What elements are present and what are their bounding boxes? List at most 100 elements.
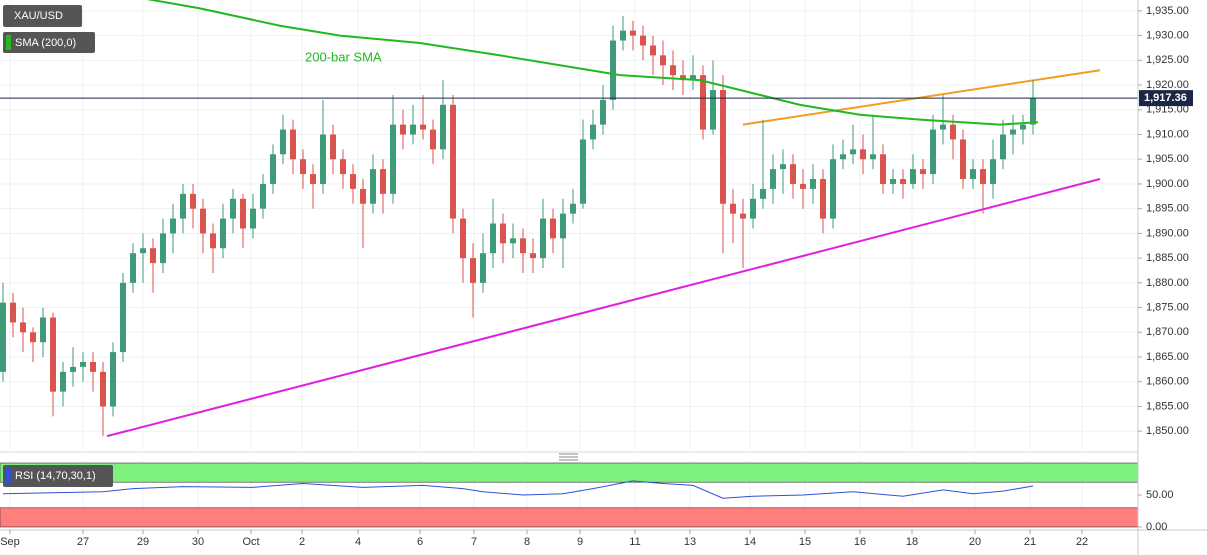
candle-body xyxy=(450,104,456,219)
candle-body xyxy=(130,253,136,283)
sma-legend[interactable]: SMA (200,0) xyxy=(3,32,95,53)
y-tick-label: 1,925.00 xyxy=(1146,54,1189,66)
candle-body xyxy=(590,124,596,140)
candle-body xyxy=(790,164,796,184)
candle-body xyxy=(550,218,556,239)
x-tick-label: Sep xyxy=(0,536,20,548)
candle-body xyxy=(430,129,436,150)
candle-body xyxy=(90,361,96,372)
candle-body xyxy=(40,317,46,343)
y-tick-label: 1,930.00 xyxy=(1146,30,1189,42)
candle-body xyxy=(970,169,976,180)
candle-body xyxy=(410,124,416,135)
y-tick-label: 1,850.00 xyxy=(1146,425,1189,437)
candle-body xyxy=(220,218,226,249)
candle-body xyxy=(0,302,6,372)
y-tick-label: 1,895.00 xyxy=(1146,203,1189,215)
candle-body xyxy=(330,134,336,160)
candle-body xyxy=(640,35,646,46)
candle-body xyxy=(600,99,606,125)
candle-body xyxy=(620,30,626,41)
candle-body xyxy=(120,282,126,353)
rsi-panel xyxy=(0,462,1139,528)
x-tick-label: 2 xyxy=(299,536,305,548)
symbol-legend[interactable]: XAU/USD xyxy=(3,5,82,27)
candle-body xyxy=(980,169,986,184)
x-tick-label: 27 xyxy=(77,536,89,548)
rsi-y-tick-label: 0.00 xyxy=(1146,521,1167,533)
candle-body xyxy=(470,258,476,283)
candle-body xyxy=(1030,98,1036,125)
candle-body xyxy=(630,30,636,36)
candle-body xyxy=(230,198,236,219)
y-tick-label: 1,890.00 xyxy=(1146,227,1189,239)
candle-body xyxy=(920,169,926,175)
candle-body xyxy=(960,139,966,180)
last-price-box xyxy=(1139,90,1193,107)
y-tick-label: 1,915.00 xyxy=(1146,104,1189,116)
x-tick-label: 7 xyxy=(471,536,477,548)
candle-body xyxy=(900,179,906,184)
rsi-legend[interactable]: RSI (14,70,30,1) xyxy=(3,465,113,487)
candle-body xyxy=(320,134,326,184)
candle-body xyxy=(360,188,366,204)
candle-body xyxy=(880,154,886,184)
candle-body xyxy=(370,169,376,204)
rsi-band xyxy=(0,462,1139,483)
candle-body xyxy=(870,154,876,160)
last-price-label: 1,917.36 xyxy=(1144,92,1187,104)
x-tick-label: 20 xyxy=(969,536,981,548)
annotation: 200-bar SMA xyxy=(305,49,382,64)
y-tick-label: 1,875.00 xyxy=(1146,301,1189,313)
x-tick-label: 21 xyxy=(1024,536,1036,548)
y-tick-label: 1,910.00 xyxy=(1146,128,1189,140)
y-tick-label: 1,870.00 xyxy=(1146,326,1189,338)
sma-line xyxy=(146,0,1039,126)
candle-body xyxy=(890,179,896,184)
x-tick-label: 4 xyxy=(355,536,361,548)
candle-body xyxy=(110,352,116,407)
candle-body xyxy=(660,55,666,66)
candle-body xyxy=(80,361,86,367)
candle-body xyxy=(610,40,616,100)
candle-body xyxy=(500,223,506,244)
candle-body xyxy=(510,238,516,244)
candle-body xyxy=(700,75,706,130)
candle-body xyxy=(930,129,936,175)
candle-body xyxy=(990,159,996,184)
x-tick-label: 14 xyxy=(744,536,756,548)
candle-body xyxy=(750,198,756,219)
candle-body xyxy=(150,248,156,264)
price-panel xyxy=(0,0,1138,438)
x-tick-label: 30 xyxy=(192,536,204,548)
candle-body xyxy=(710,90,716,130)
candle-body xyxy=(250,208,256,229)
candle-body xyxy=(350,174,356,189)
candle-body xyxy=(460,218,466,259)
candle-body xyxy=(910,169,916,184)
candle-body xyxy=(440,104,446,150)
y-tick-label: 1,880.00 xyxy=(1146,277,1189,289)
x-tick-label: 18 xyxy=(906,536,918,548)
candle-body xyxy=(820,179,826,219)
candle-body xyxy=(740,213,746,219)
candle-body xyxy=(490,223,496,254)
candle-body xyxy=(270,154,276,184)
candle-body xyxy=(480,253,486,283)
y-tick-label: 1,920.00 xyxy=(1146,79,1189,91)
candle-body xyxy=(680,75,686,81)
candle-body xyxy=(530,253,536,259)
candle-body xyxy=(1000,134,1006,160)
rsi-line xyxy=(2,480,1034,499)
candle-body xyxy=(10,302,16,323)
candle-body xyxy=(380,169,386,194)
candle-body xyxy=(690,75,696,81)
candle-body xyxy=(180,193,186,219)
candle-body xyxy=(300,159,306,175)
candle-body xyxy=(860,149,866,160)
candle-body xyxy=(780,164,786,170)
resize-grip[interactable] xyxy=(559,453,578,461)
candle-body xyxy=(850,149,856,155)
candle-body xyxy=(30,332,36,343)
x-tick-label: 6 xyxy=(417,536,423,548)
